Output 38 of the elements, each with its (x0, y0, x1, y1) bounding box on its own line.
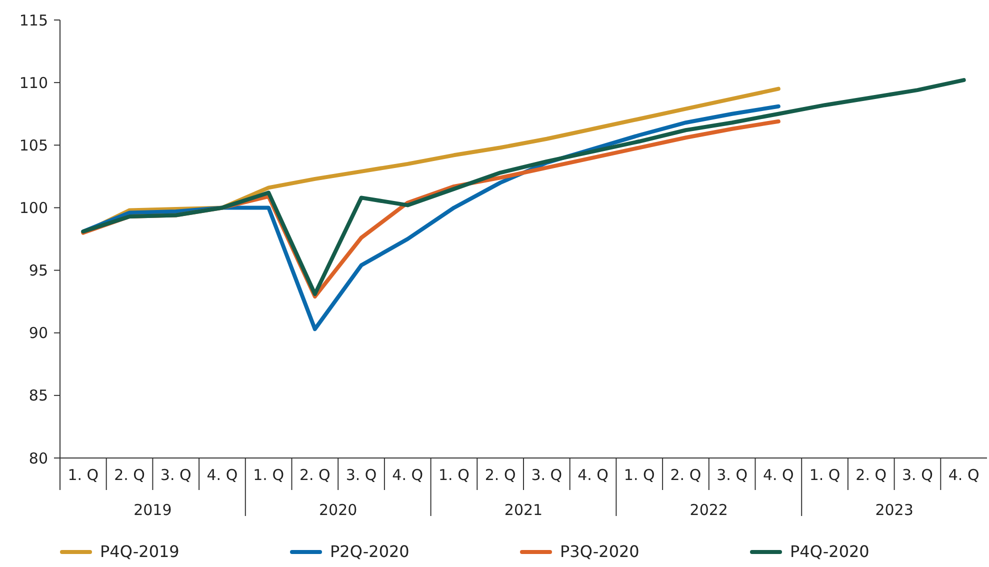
text: 2023 (875, 501, 914, 519)
x-tick-label: 3. Q (160, 466, 192, 484)
y-tick-label: 105 (19, 136, 48, 154)
y-tick-label: 80 (28, 449, 48, 468)
legend-label: P2Q-2020 (330, 542, 410, 561)
text: 2019 (134, 501, 172, 519)
x-tick-label: 3. Q (346, 466, 377, 484)
x-tick-label: 4. Q (762, 466, 794, 484)
x-tick-label: 1. Q (809, 466, 840, 484)
x-tick-label: 2. Q (299, 466, 330, 484)
x-tick-label: 1. Q (68, 466, 99, 484)
x-tick-label: 1. Q (624, 466, 655, 484)
y-tick-label: 115 (19, 11, 48, 30)
legend-label: P4Q-2019 (100, 542, 180, 561)
x-tick-label: 4. Q (578, 466, 608, 484)
x-tick-label: 1. Q (253, 466, 284, 484)
x-tick-label: 2. Q (670, 466, 702, 484)
x-tick-label: 4. Q (206, 466, 238, 484)
x-tick-label: 2. Q (114, 466, 145, 484)
x-tick-label: 2. Q (856, 466, 887, 484)
text: 2021 (504, 501, 543, 519)
y-tick-label: 95 (28, 262, 48, 280)
x-tick-label: 4. Q (948, 466, 980, 484)
x-tick-label: 4. Q (392, 466, 424, 484)
y-tick-label: 100 (19, 198, 48, 217)
text: 2022 (690, 501, 728, 519)
x-tick-label: 1. Q (438, 466, 470, 484)
y-tick-label: 90 (28, 324, 48, 342)
line-series (81, 78, 966, 296)
x-tick-label: 3. Q (902, 466, 933, 484)
text: 2020 (319, 501, 358, 519)
x-tick-label: 3. Q (716, 466, 748, 484)
legend-label: P4Q-2020 (790, 542, 870, 561)
y-tick-label: 110 (19, 74, 48, 92)
y-tick-label: 85 (28, 386, 48, 405)
legend-label: P3Q-2020 (560, 542, 640, 561)
x-tick-label: 2. Q (484, 466, 516, 484)
x-tick-label: 3. Q (531, 466, 562, 484)
